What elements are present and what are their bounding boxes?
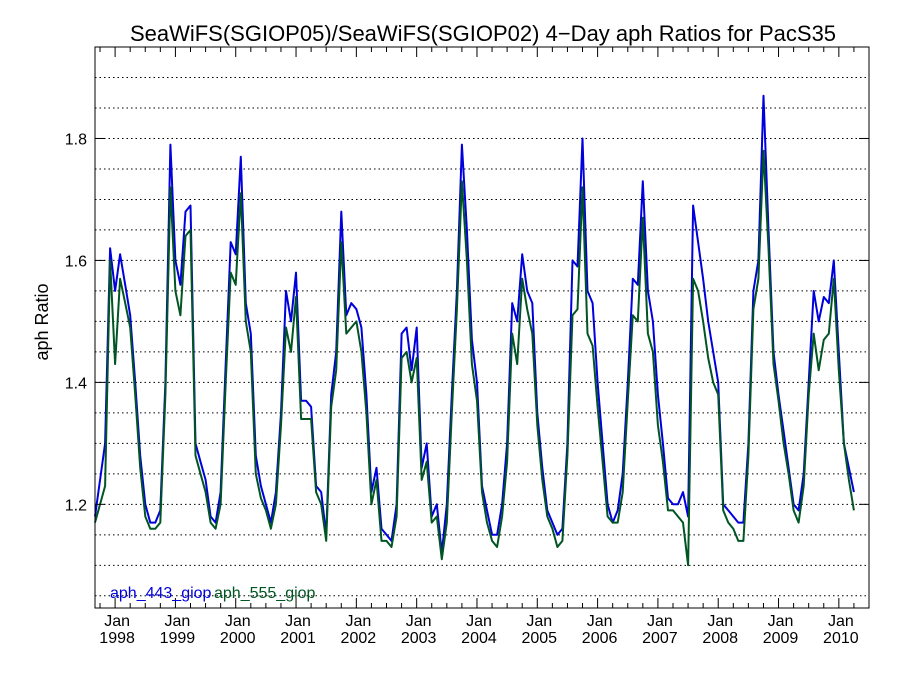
y-axis-label: aph Ratio [32, 283, 52, 360]
chart-title: SeaWiFS(SGIOP05)/SeaWiFS(SGIOP02) 4−Day … [130, 21, 836, 46]
x-tick-year-label-5: 2003 [401, 630, 437, 647]
axis-ticks: 1.21.41.61.8Jan1998Jan1999Jan2000Jan2001… [65, 47, 870, 647]
x-tick-year-label-9: 2007 [642, 630, 678, 647]
series-lines [94, 94, 855, 567]
series-line-aph-555-giop [94, 149, 855, 567]
y-tick-label-3: 1.8 [65, 131, 87, 148]
x-tick-year-label-3: 2001 [280, 630, 316, 647]
x-tick-month-label-8: Jan [587, 613, 613, 630]
x-tick-month-label-10: Jan [707, 613, 733, 630]
x-tick-month-label-0: Jan [104, 613, 130, 630]
x-tick-month-label-11: Jan [768, 613, 794, 630]
plot-frame [94, 46, 870, 609]
x-tick-year-label-11: 2009 [763, 630, 799, 647]
x-tick-month-label-2: Jan [225, 613, 251, 630]
x-tick-year-label-10: 2008 [702, 630, 738, 647]
x-tick-month-label-6: Jan [466, 613, 492, 630]
legend-entry-aph-555-giop: aph_555_giop [214, 585, 316, 602]
x-tick-year-label-1: 1999 [160, 630, 196, 647]
x-tick-month-label-1: Jan [165, 613, 191, 630]
x-tick-month-label-7: Jan [526, 613, 552, 630]
x-tick-year-label-6: 2004 [461, 630, 497, 647]
legend: aph_443_giop aph_555_giop [110, 585, 316, 602]
x-tick-year-label-7: 2005 [521, 630, 557, 647]
x-tick-month-label-3: Jan [285, 613, 311, 630]
x-tick-year-label-8: 2006 [582, 630, 618, 647]
x-tick-month-label-4: Jan [345, 613, 371, 630]
x-tick-month-label-5: Jan [406, 613, 432, 630]
series-line-aph-443-giop [94, 94, 855, 555]
y-tick-label-0: 1.2 [65, 497, 87, 514]
x-tick-month-label-12: Jan [828, 613, 854, 630]
x-tick-year-label-0: 1998 [99, 630, 135, 647]
x-tick-year-label-2: 2000 [220, 630, 256, 647]
x-tick-month-label-9: Jan [647, 613, 673, 630]
y-tick-label-1: 1.4 [65, 375, 87, 392]
y-tick-label-2: 1.6 [65, 253, 87, 270]
x-tick-year-label-4: 2002 [341, 630, 377, 647]
legend-entry-aph-443-giop: aph_443_giop [110, 585, 212, 602]
x-tick-year-label-12: 2010 [823, 630, 859, 647]
grid-lines [95, 76, 869, 597]
